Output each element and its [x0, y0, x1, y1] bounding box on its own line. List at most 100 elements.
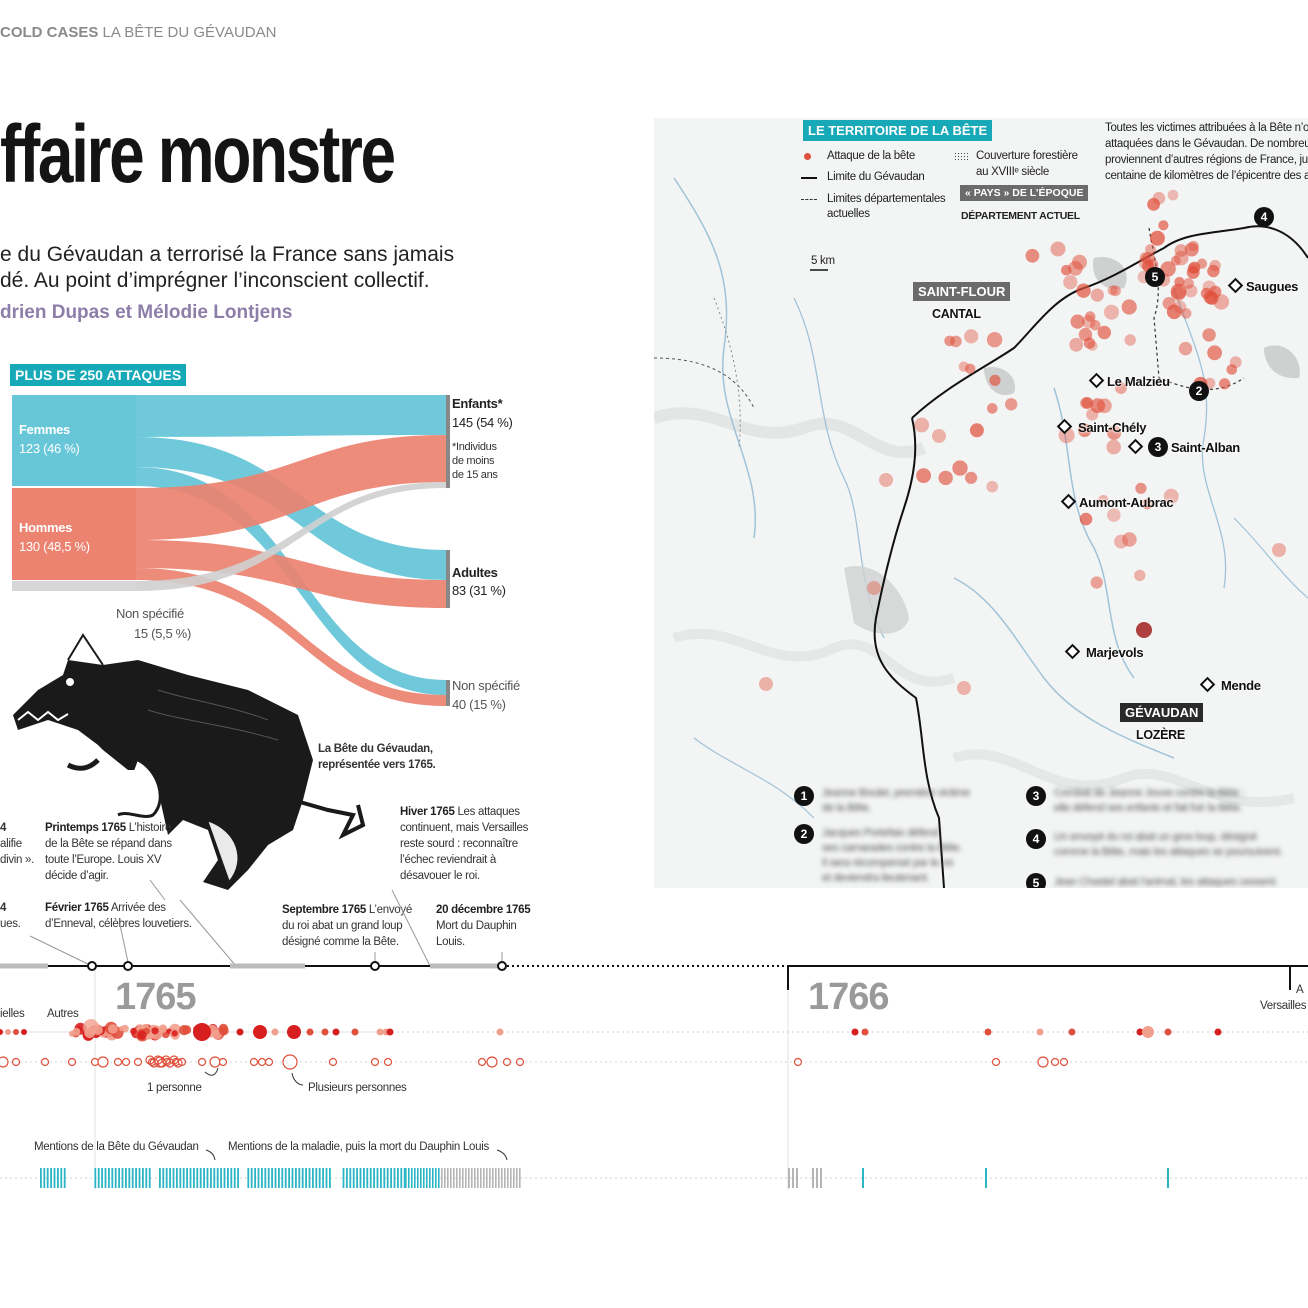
- attack-dot: [306, 1028, 314, 1036]
- attack-point: [952, 460, 968, 476]
- note-line: Jean Chastel abat l’animal, les attaques…: [1054, 876, 1278, 888]
- attack-dot: [984, 1028, 992, 1036]
- victim-ring: [249, 1057, 259, 1067]
- map-canvas: [654, 177, 1308, 888]
- attack-point: [932, 429, 946, 443]
- mention-tick: [519, 1168, 521, 1188]
- attack-point: [914, 417, 930, 433]
- attack-point: [1025, 248, 1040, 263]
- mention-tick: [206, 1168, 209, 1188]
- note-5: Jean Chastel abat l’animal, les attaques…: [1054, 875, 1278, 888]
- town-icon: [1199, 676, 1216, 693]
- attack-point: [1104, 304, 1119, 320]
- event-septembre-1765: Septembre 1765 L’envoyé du roi abat un g…: [282, 902, 412, 950]
- victim-ring: [502, 1057, 512, 1067]
- attack-point: [1005, 398, 1018, 411]
- event-left-2: 4 ues.: [0, 900, 21, 932]
- event-date: 20 décembre 1765: [436, 904, 531, 916]
- attack-dot: [5, 1029, 11, 1035]
- flow-hommes-nonspec: [136, 568, 446, 706]
- mention-tick: [420, 1168, 422, 1188]
- map-note-line: attaquées dans le Gévaudan. De nombreux: [1105, 138, 1308, 150]
- attack-dot: [1136, 1028, 1144, 1036]
- mention-tick: [40, 1168, 42, 1188]
- byline: drien Dupas et Mélodie Lontjens: [0, 302, 293, 323]
- attack-point: [1174, 276, 1185, 288]
- mention-tick: [432, 1168, 434, 1188]
- attack-dot: [83, 1019, 99, 1035]
- mention-tick: [468, 1168, 470, 1188]
- attack-point: [1135, 482, 1147, 494]
- pays-saint-flour: SAINT-FLOUR: [913, 282, 1011, 301]
- mention-tick: [450, 1168, 452, 1188]
- mention-tick: [507, 1168, 509, 1188]
- mention-tick: [480, 1168, 482, 1188]
- legend-dept-actuel: DÉPARTEMENT ACTUEL: [961, 210, 1080, 222]
- attack-dot: [1142, 1026, 1154, 1038]
- mention-tick: [456, 1168, 458, 1188]
- attack-dot: [861, 1028, 869, 1036]
- attack-dot: [376, 1028, 384, 1036]
- attack-point: [1121, 299, 1137, 315]
- attack-point: [1114, 534, 1129, 549]
- mention-tick: [862, 1168, 864, 1188]
- attack-point: [1110, 285, 1121, 297]
- attack-dot: [386, 1028, 394, 1036]
- attack-point: [1079, 397, 1092, 409]
- mention-tick: [176, 1168, 178, 1188]
- event-line: Arrivée des: [110, 902, 166, 914]
- attack-point: [1226, 364, 1238, 375]
- victim-ring: [486, 1056, 498, 1068]
- town-icon: [1227, 277, 1244, 294]
- victim-ring: [67, 1057, 77, 1067]
- flow-hommes-adultes: [136, 540, 446, 608]
- attack-point: [879, 473, 893, 487]
- victim-ring: [1037, 1056, 1049, 1068]
- attack-point: [916, 468, 931, 483]
- place-label: Saint-Chély: [1078, 420, 1147, 435]
- mention-tick: [435, 1168, 437, 1188]
- mention-tick: [465, 1168, 467, 1188]
- year-1765: 1765: [115, 976, 197, 1018]
- attack-dot: [130, 1027, 138, 1035]
- attack-point: [1084, 311, 1096, 322]
- attack-point: [1184, 242, 1199, 257]
- mention-tick: [301, 1168, 304, 1188]
- mention-tick: [492, 1168, 494, 1188]
- mention-tick: [346, 1168, 348, 1188]
- event-marker: [87, 961, 97, 971]
- attack-dot: [1068, 1028, 1076, 1036]
- mention-tick: [393, 1168, 396, 1188]
- caption-line: La Bête du Gévaudan,: [318, 743, 433, 755]
- victim-ring: [218, 1057, 228, 1067]
- attack-point: [965, 363, 976, 374]
- attack-point: [1090, 398, 1106, 414]
- mention-tick: [462, 1168, 464, 1188]
- attack-point: [1207, 264, 1220, 278]
- year-1766: 1766: [808, 976, 890, 1018]
- event-date: Février 1765: [45, 902, 109, 914]
- attack-dot: [171, 1030, 178, 1037]
- mention-tick: [148, 1168, 151, 1188]
- mention-tick: [288, 1168, 290, 1188]
- attack-point: [938, 470, 953, 486]
- attack-dot: [1036, 1028, 1044, 1036]
- enfants-bar: [446, 395, 450, 488]
- attacks-tag: PLUS DE 250 ATTAQUES: [10, 364, 187, 386]
- mention-tick: [295, 1168, 297, 1188]
- mention-tick: [812, 1168, 814, 1188]
- attack-point: [1178, 341, 1193, 356]
- nonspec-left-value: 15 (5,5 %): [134, 626, 191, 641]
- mention-tick: [366, 1168, 369, 1188]
- mention-tick: [411, 1168, 413, 1188]
- attack-point: [1107, 425, 1122, 440]
- attack-point: [1107, 508, 1121, 522]
- mention-tick: [474, 1168, 476, 1188]
- victim-ring: [1059, 1057, 1069, 1067]
- timeline-right-versailles: Versailles: [1260, 1000, 1307, 1012]
- attack-point: [989, 374, 1001, 386]
- mention-tick: [516, 1168, 518, 1188]
- femmes-bar: [12, 395, 136, 486]
- attack-point: [1149, 230, 1165, 246]
- attack-dot: [287, 1025, 301, 1039]
